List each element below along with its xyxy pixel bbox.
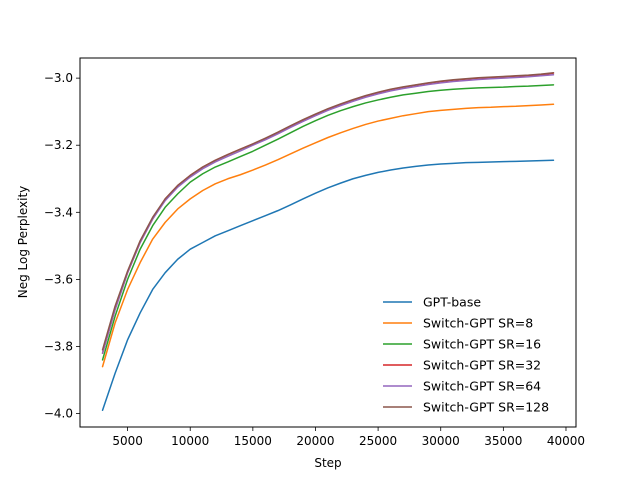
y-axis-label: Neg Log Perplexity xyxy=(16,186,30,299)
y-tick-label: −4.0 xyxy=(44,407,73,421)
legend-label-5: Switch-GPT SR=128 xyxy=(423,400,549,415)
plot-frame xyxy=(79,57,577,428)
x-tick-label: 30000 xyxy=(422,434,460,448)
y-tick-label: −3.0 xyxy=(44,71,73,85)
legend-label-2: Switch-GPT SR=16 xyxy=(423,337,541,352)
x-axis-label: Step xyxy=(314,456,341,470)
series-line-1 xyxy=(101,103,555,368)
y-tick-label: −3.6 xyxy=(44,272,73,286)
series-line-5 xyxy=(101,72,555,351)
x-tick-label: 40000 xyxy=(547,434,585,448)
x-tick-label: 5000 xyxy=(112,434,143,448)
legend: GPT-base Switch-GPT SR=8 Switch-GPT SR=16 S… xyxy=(383,295,549,415)
x-tick-label: 10000 xyxy=(171,434,209,448)
x-axis-ticks: 5000 10000 15000 20000 25000 30000 35000 40000 xyxy=(112,427,585,448)
x-tick-label: 35000 xyxy=(484,434,522,448)
legend-label-4: Switch-GPT SR=64 xyxy=(423,379,541,394)
y-tick-label: −3.8 xyxy=(44,339,73,353)
y-axis-ticks: −4.0 −3.8 −3.6 −3.4 −3.2 −3.0 xyxy=(44,71,80,421)
series-line-4 xyxy=(101,74,555,354)
legend-label-0: GPT-base xyxy=(423,295,481,310)
series-line-0 xyxy=(101,159,555,411)
legend-label-3: Switch-GPT SR=32 xyxy=(423,358,541,373)
x-tick-label: 15000 xyxy=(234,434,272,448)
y-tick-label: −3.4 xyxy=(44,205,73,219)
series-layer xyxy=(101,72,555,411)
x-tick-label: 25000 xyxy=(359,434,397,448)
legend-label-1: Switch-GPT SR=8 xyxy=(423,316,533,331)
y-tick-label: −3.2 xyxy=(44,138,73,152)
series-line-2 xyxy=(101,84,555,361)
x-tick-label: 20000 xyxy=(296,434,334,448)
